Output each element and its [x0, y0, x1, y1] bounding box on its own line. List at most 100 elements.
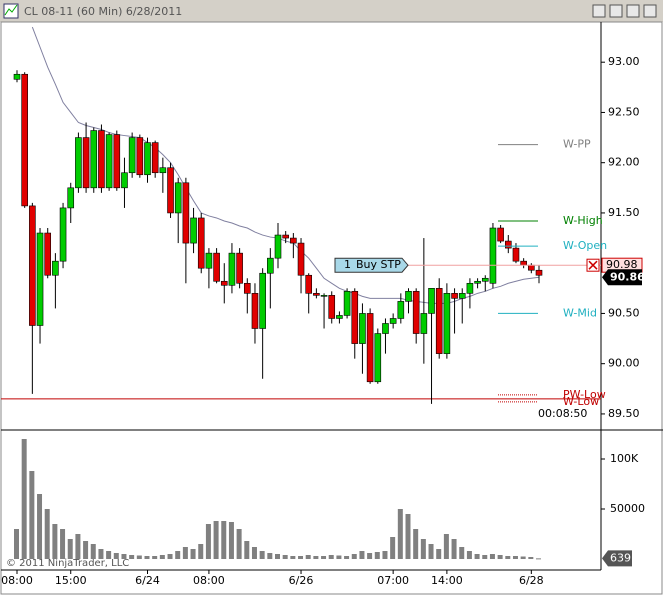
volume-bar: [44, 509, 50, 559]
candle-body: [397, 301, 405, 319]
candle-body: [82, 137, 90, 189]
candle-body: [236, 252, 243, 284]
candle-body: [259, 272, 266, 329]
volume-bar: [129, 555, 135, 559]
x-tick-label: 07:00: [377, 574, 409, 587]
volume-bar: [83, 541, 89, 559]
volume-bar: [367, 553, 373, 559]
volume-bar: [374, 552, 380, 559]
volume-bar: [474, 554, 480, 559]
volume-bar: [359, 551, 365, 559]
candle-body: [466, 282, 474, 294]
volume-bar: [37, 494, 43, 559]
candle-body: [328, 295, 336, 319]
candle-body: [520, 260, 527, 266]
candle-body: [313, 293, 320, 296]
candle-body: [374, 333, 382, 383]
volume-bar: [221, 521, 227, 559]
close-button[interactable]: [643, 4, 657, 18]
candle-body: [29, 205, 36, 326]
copyright: © 2011 NinjaTrader, LLC: [6, 558, 129, 569]
order-label: Buy STP: [356, 258, 401, 271]
volume-bar: [313, 556, 319, 559]
volume-bar: [344, 556, 350, 559]
candle-body: [320, 295, 328, 297]
volume-bar: [520, 556, 526, 559]
volume-bar: [397, 509, 403, 559]
y-tick-label: 89.50: [608, 407, 640, 420]
y-tick-label: 92.50: [608, 105, 640, 118]
candle-body: [389, 318, 397, 324]
candle-body: [21, 73, 28, 207]
volume-bar: [106, 551, 112, 559]
volume-bar: [451, 539, 457, 559]
volume-bar: [466, 551, 472, 559]
level-label: W-Open: [563, 239, 607, 252]
volume-bar: [382, 551, 388, 559]
candle-body: [474, 280, 481, 284]
candle-body: [489, 227, 497, 284]
candle-body: [182, 182, 190, 244]
candle-body: [290, 237, 297, 244]
candle-body: [174, 182, 182, 214]
x-tick-label: 08:00: [193, 574, 225, 587]
restore-button[interactable]: [626, 4, 640, 18]
candle-body: [205, 252, 213, 269]
volume-bar: [244, 541, 250, 559]
candle-body: [228, 252, 236, 286]
volume-bar: [443, 534, 449, 559]
volume-bar: [213, 521, 219, 559]
level-label: W-High: [563, 214, 603, 227]
x-tick-label: 14:00: [431, 574, 463, 587]
volume-bar: [505, 556, 511, 559]
candle-body: [412, 291, 420, 334]
order-quantity: 1: [344, 258, 351, 271]
maximize-button[interactable]: [609, 4, 623, 18]
volume-bar: [152, 556, 158, 559]
volume-bar: [536, 558, 541, 560]
candle-body: [213, 252, 220, 282]
volume-bar: [282, 555, 288, 559]
candle-body: [435, 288, 443, 354]
volume-bar: [413, 529, 419, 559]
volume-bar: [259, 551, 265, 559]
y-tick-label: 91.50: [608, 206, 640, 219]
y-tick-label: 100K: [610, 452, 639, 465]
minimize-button[interactable]: [592, 4, 606, 18]
candle-body: [59, 207, 67, 262]
candle-body: [420, 313, 428, 334]
volume-bar: [236, 529, 242, 559]
volume-bar: [390, 537, 396, 559]
volume-bar: [321, 556, 327, 559]
last-price-label: 90.86: [610, 270, 645, 283]
candle-body: [351, 291, 359, 344]
candle-body: [98, 130, 105, 189]
candle-body: [282, 234, 289, 239]
last-price-box: [602, 269, 642, 286]
volume-bar: [528, 557, 534, 559]
volume-bar: [198, 544, 204, 559]
candle-body: [443, 293, 451, 354]
candle-body: [366, 313, 374, 383]
volume-bar: [159, 555, 165, 559]
volume-bar: [60, 529, 66, 559]
candle-body: [359, 313, 366, 344]
candle-body: [75, 137, 82, 189]
volume-bar: [90, 544, 96, 559]
candle-body: [190, 217, 197, 244]
volume-bar: [136, 555, 142, 559]
candle-body: [67, 187, 75, 209]
title-bar: [0, 0, 663, 22]
volume-bar: [190, 549, 196, 559]
candle-body: [528, 264, 535, 271]
candle-body: [44, 232, 52, 276]
candle-body: [297, 242, 305, 276]
candle-body: [405, 291, 412, 302]
candle-body: [197, 217, 205, 269]
volume-bar: [512, 556, 518, 559]
volume-bar: [113, 553, 119, 559]
candle-body: [497, 227, 504, 242]
volume-bar: [182, 547, 188, 559]
